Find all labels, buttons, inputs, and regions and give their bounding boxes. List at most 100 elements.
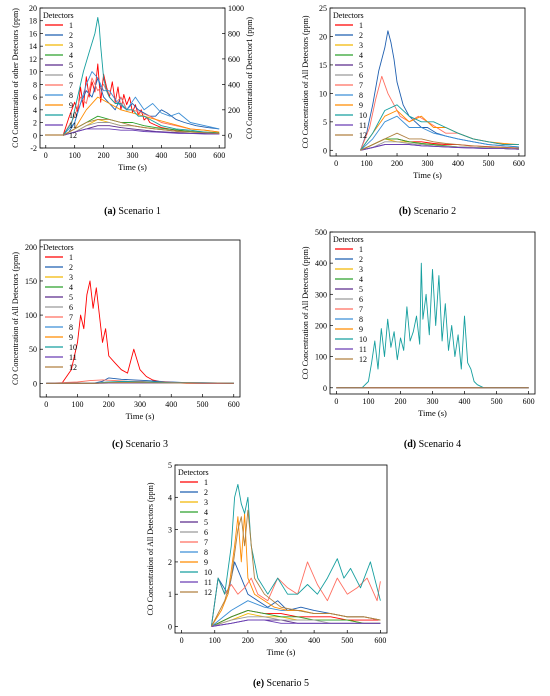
panel-label: (a) (104, 206, 116, 217)
legend-label-4: 4 (69, 51, 73, 60)
x-tick-label: 0 (334, 397, 338, 406)
y-tick-label: 300 (315, 290, 327, 299)
legend-label-10: 10 (359, 111, 367, 120)
caption-text: Scenario 2 (411, 206, 456, 217)
legend-label-4: 4 (204, 508, 208, 517)
legend-label-9: 9 (69, 101, 73, 110)
series-line-7 (62, 77, 220, 136)
series-line-10 (360, 104, 519, 151)
x-tick-label: 300 (127, 151, 139, 160)
legend-label-12: 12 (69, 363, 77, 372)
legend-label-2: 2 (359, 255, 363, 264)
legend-label-5: 5 (69, 293, 73, 302)
y-axis-label: CO Concentration of other Detectors (ppm… (11, 8, 20, 148)
legend-label-2: 2 (359, 31, 363, 40)
x-tick-label: 0 (180, 636, 184, 645)
y-axis-label: CO Concentration of All Detectors (ppm) (301, 246, 310, 379)
legend-label-4: 4 (69, 283, 73, 292)
x-tick-label: 600 (513, 159, 525, 168)
x-tick-label: 0 (44, 400, 48, 409)
legend-label-11: 11 (359, 345, 367, 354)
series-line-11 (62, 128, 220, 136)
series-line-6 (360, 141, 519, 151)
y-tick-label: 25 (319, 4, 327, 13)
y-tick-label: 20 (319, 32, 327, 41)
caption-text: Scenario 4 (416, 439, 461, 450)
legend-title: Detectors (43, 11, 74, 20)
legend-label-7: 7 (69, 313, 73, 322)
y-tick-label: 2 (33, 119, 37, 128)
legend-label-5: 5 (359, 61, 363, 70)
x-tick-label: 100 (361, 159, 373, 168)
y-tick-label: 0 (33, 131, 37, 140)
legend-label-11: 11 (359, 121, 367, 130)
x-tick-label: 600 (228, 400, 240, 409)
legend-label-9: 9 (204, 558, 208, 567)
legend-title: Detectors (333, 235, 364, 244)
legend-label-3: 3 (359, 41, 363, 50)
y-tick-label: 5 (168, 461, 172, 470)
series-line-2 (360, 30, 519, 151)
x-axis-label: Time (s) (267, 647, 296, 657)
y-tick-label: 6 (33, 93, 37, 102)
x-tick-label: 100 (72, 400, 84, 409)
y-tick-label: 5 (323, 118, 327, 127)
y-tick-label: 4 (33, 106, 37, 115)
y-tick-label: 4 (168, 493, 172, 502)
x-tick-label: 500 (184, 151, 196, 160)
series-line-2 (62, 77, 220, 136)
y-tick-label: 150 (25, 277, 37, 286)
x-axis-label: Time (s) (418, 408, 447, 418)
series-group (46, 280, 234, 384)
legend-label-5: 5 (359, 285, 363, 294)
legend-title: Detectors (178, 468, 209, 477)
legend-label-2: 2 (69, 31, 73, 40)
y-tick-label: 15 (319, 61, 327, 70)
x-tick-label: 600 (374, 636, 386, 645)
series-line-9 (62, 96, 220, 136)
y-tick-label: 0 (33, 379, 37, 388)
series-group (360, 30, 519, 151)
y-tick-label: 200 (25, 243, 37, 252)
legend-label-1: 1 (204, 478, 208, 487)
series-line-12 (46, 382, 234, 384)
y2-tick-label: 800 (228, 29, 240, 38)
series-line-10 (336, 262, 529, 389)
legend-label-5: 5 (204, 518, 208, 527)
legend-label-3: 3 (359, 265, 363, 274)
legend-label-4: 4 (359, 275, 363, 284)
chart-scenario-4: 0 100 200 300 400 500 600 0 100 200 300 400 500 Time … (301, 228, 536, 450)
legend-label-8: 8 (69, 91, 73, 100)
series-group (336, 262, 529, 389)
chart-scenario-3: 0 100 200 300 400 500 600 0 50 100 150 200 Time (s) C… (11, 239, 241, 450)
caption-text: Scenario 3 (123, 439, 168, 450)
y-tick-label: -2 (30, 144, 37, 153)
x-tick-label: 500 (197, 400, 209, 409)
panel-label: (e) (253, 678, 264, 689)
caption-text: Scenario 1 (116, 206, 161, 217)
legend-label-1: 1 (359, 21, 363, 30)
legend-label-8: 8 (359, 315, 363, 324)
series-line-7 (210, 561, 381, 627)
y-tick-label: 14 (29, 42, 37, 51)
x-tick-label: 600 (523, 397, 535, 406)
y2-tick-label: 200 (228, 106, 240, 115)
y-tick-label: 10 (29, 68, 37, 77)
series-line-1 (211, 609, 381, 627)
y-tick-label: 1 (168, 590, 172, 599)
x-tick-label: 300 (427, 397, 439, 406)
legend-label-10: 10 (69, 111, 77, 120)
legend-label-8: 8 (69, 323, 73, 332)
y-tick-label: 16 (29, 29, 37, 38)
x-tick-label: 300 (275, 636, 287, 645)
y2-tick-label: 0 (228, 131, 232, 140)
x-tick-label: 100 (209, 636, 221, 645)
caption-text: Scenario 5 (264, 678, 309, 689)
series-line-12 (211, 509, 381, 627)
series-line-11 (211, 619, 381, 627)
legend-label-10: 10 (204, 568, 212, 577)
x-tick-label: 400 (308, 636, 320, 645)
legend-label-12: 12 (359, 131, 367, 140)
